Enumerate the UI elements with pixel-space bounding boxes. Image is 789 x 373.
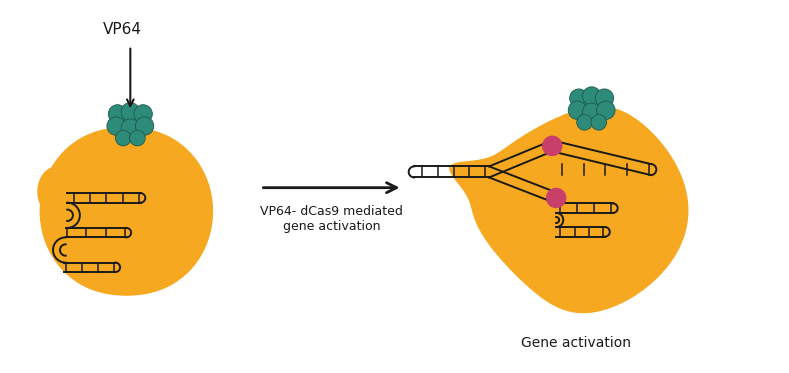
- Circle shape: [596, 101, 615, 119]
- Circle shape: [577, 115, 593, 130]
- Polygon shape: [39, 127, 213, 296]
- Circle shape: [568, 101, 587, 119]
- Text: VP64- dCas9 mediated
gene activation: VP64- dCas9 mediated gene activation: [260, 205, 403, 233]
- Circle shape: [134, 105, 152, 123]
- Polygon shape: [449, 106, 689, 313]
- Polygon shape: [37, 166, 77, 217]
- Circle shape: [542, 136, 563, 156]
- Circle shape: [595, 89, 614, 107]
- Circle shape: [591, 115, 607, 130]
- Text: VP64: VP64: [103, 22, 142, 37]
- Circle shape: [135, 117, 154, 135]
- Circle shape: [570, 89, 588, 107]
- Circle shape: [129, 130, 145, 146]
- Circle shape: [108, 105, 127, 123]
- Circle shape: [582, 103, 601, 122]
- Circle shape: [121, 103, 140, 121]
- Circle shape: [546, 188, 567, 208]
- Circle shape: [121, 119, 140, 137]
- Circle shape: [107, 117, 125, 135]
- Text: Gene activation: Gene activation: [521, 336, 631, 350]
- Circle shape: [115, 130, 131, 146]
- Circle shape: [582, 87, 601, 105]
